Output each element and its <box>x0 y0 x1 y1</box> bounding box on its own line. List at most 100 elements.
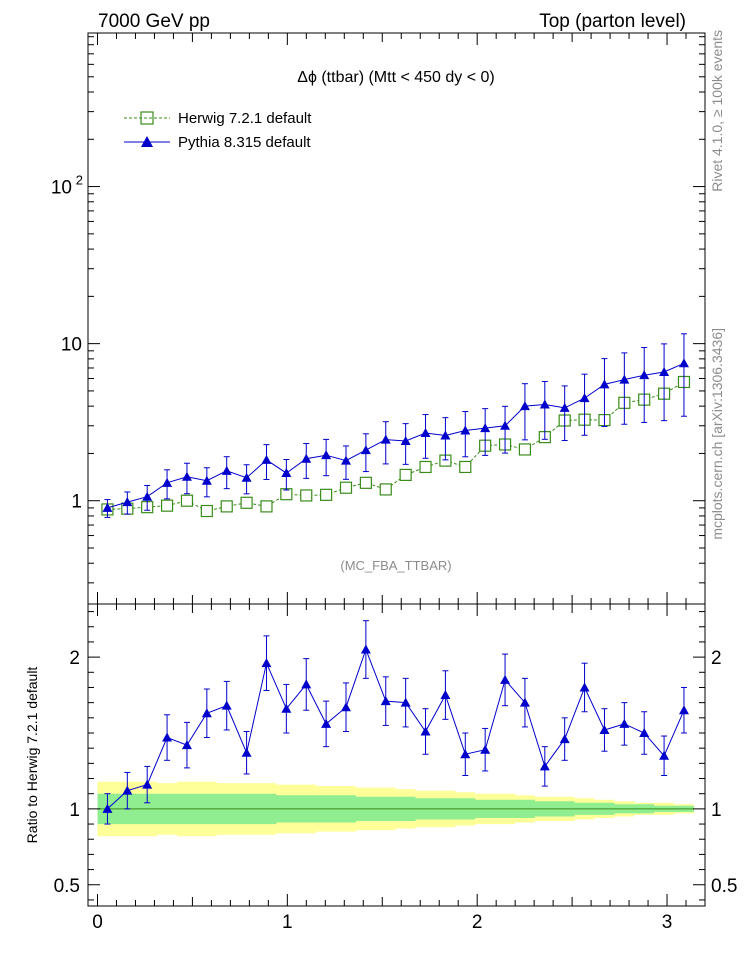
rivet-label: Rivet 4.1.0, ≥ 100k events <box>709 30 725 192</box>
legend-herwig-marker <box>140 111 154 125</box>
header-right: Top (parton level) <box>539 11 686 32</box>
main-series <box>101 333 691 518</box>
legend-entry-pythia: Pythia 8.315 default <box>124 134 311 151</box>
ratio-pythia-point <box>400 697 411 707</box>
header-left: 7000 GeV pp <box>98 11 210 32</box>
ratio-pythia-point <box>460 749 471 759</box>
pythia-point <box>181 471 192 481</box>
ratio-pythia-point <box>301 679 312 689</box>
herwig-point <box>339 481 353 494</box>
pythia-point <box>102 502 113 512</box>
ratio-pythia-point <box>619 718 630 728</box>
ratio-pythia-line <box>107 648 685 810</box>
ratio-y-tick-label: 0.5 <box>54 876 80 897</box>
ratio-pythia-point <box>162 732 173 742</box>
pythia-point <box>599 379 610 389</box>
ratio-pythia-point <box>341 702 352 712</box>
x-tick-labels: 0 1 2 3 <box>92 912 672 933</box>
pythia-point <box>678 358 689 368</box>
ratio-pythia-point <box>201 708 212 718</box>
legend-pythia-marker <box>141 136 153 147</box>
herwig-point <box>180 494 194 507</box>
herwig-point <box>359 476 372 489</box>
ratio-panel: 0.5 0.5 1 1 2 2 0 1 2 3 Ratio to Herwig 7.2.1 de… <box>24 603 737 933</box>
main-y-tick-label: 10 <box>51 178 72 199</box>
x-tick-label: 2 <box>472 912 483 933</box>
pythia-point <box>400 435 411 445</box>
pythia-point <box>440 430 451 440</box>
ratio-y-label: Ratio to Herwig 7.2.1 default <box>24 667 40 844</box>
pythia-point <box>221 465 232 475</box>
ratio-pythia-point <box>659 750 670 760</box>
main-y-tick-label: 1 <box>71 492 82 513</box>
ratio-pythia-point <box>102 803 113 813</box>
ratio-uncertainty-band <box>97 781 694 837</box>
pythia-point <box>539 399 550 409</box>
ratio-pythia-point <box>321 718 332 728</box>
herwig-point <box>200 504 213 518</box>
ratio-pythia-point <box>559 734 570 744</box>
ratio-frame <box>87 603 706 907</box>
herwig-point <box>518 443 532 456</box>
pythia-point <box>360 445 371 455</box>
ratio-y-tick-label-right: 0.5 <box>711 876 737 897</box>
herwig-point <box>160 499 174 512</box>
pythia-point <box>519 401 530 411</box>
herwig-point <box>419 460 432 474</box>
ratio-pythia-point <box>480 744 491 754</box>
ratio-pythia-point <box>639 727 650 737</box>
ratio-pythia-point <box>122 785 133 795</box>
pythia-point <box>142 491 153 501</box>
ratio-pythia-point <box>261 658 272 668</box>
pythia-line <box>107 362 685 509</box>
main-axis-ticks <box>88 33 705 604</box>
legend-herwig-label: Herwig 7.2.1 default <box>178 110 312 127</box>
pythia-point <box>380 434 391 444</box>
herwig-point <box>260 500 273 513</box>
pythia-point <box>241 472 252 482</box>
pythia-point <box>559 402 570 412</box>
analysis-watermark: (MC_FBA_TTBAR) <box>340 558 451 573</box>
pythia-point <box>420 427 431 437</box>
legend: Herwig 7.2.1 default Pythia 8.315 defaul… <box>124 110 312 151</box>
ratio-pythia-point <box>181 740 192 750</box>
herwig-point <box>300 489 313 502</box>
ratio-series <box>102 620 689 825</box>
ratio-pythia-point <box>360 644 371 654</box>
ratio-pythia-point <box>500 674 511 684</box>
pythia-point <box>201 475 212 485</box>
pythia-point <box>261 454 272 464</box>
ratio-pythia-point <box>221 700 232 710</box>
herwig-point <box>220 500 233 513</box>
herwig-line <box>107 381 685 512</box>
pythia-point <box>162 477 173 487</box>
herwig-point <box>379 483 392 496</box>
ratio-pythia-point <box>281 703 292 713</box>
herwig-point <box>320 488 333 501</box>
ratio-y-tick-label: 2 <box>69 648 80 669</box>
pythia-point <box>321 450 332 460</box>
ratio-pythia-point <box>539 761 550 771</box>
ratio-pythia-point <box>519 697 530 707</box>
legend-pythia-label: Pythia 8.315 default <box>178 134 311 151</box>
herwig-point <box>240 496 253 509</box>
ratio-y-tick-label-right: 2 <box>711 648 722 669</box>
ratio-y-tick-label: 1 <box>69 800 80 821</box>
x-tick-label: 0 <box>92 912 103 933</box>
main-y-tick-label: 10 <box>61 335 82 356</box>
ratio-pythia-point <box>599 724 610 734</box>
mcplots-label: mcplots.cern.ch [arXiv:1306.3436] <box>709 328 725 540</box>
ratio-pythia-point <box>380 696 391 706</box>
pythia-point <box>639 370 650 380</box>
pythia-point <box>619 374 630 384</box>
main-y-tick-label-exponent: 2 <box>76 173 83 188</box>
main-title: Δϕ (ttbar) (Mtt < 450 dy < 0) <box>297 69 495 86</box>
ratio-axis-ticks <box>88 604 705 906</box>
ratio-pythia-point <box>440 690 451 700</box>
pythia-point <box>301 453 312 463</box>
ratio-pythia-point <box>241 747 252 757</box>
ratio-pythia-point <box>678 705 689 715</box>
pythia-point <box>281 468 292 478</box>
ratio-y-tick-label-right: 1 <box>711 800 722 821</box>
